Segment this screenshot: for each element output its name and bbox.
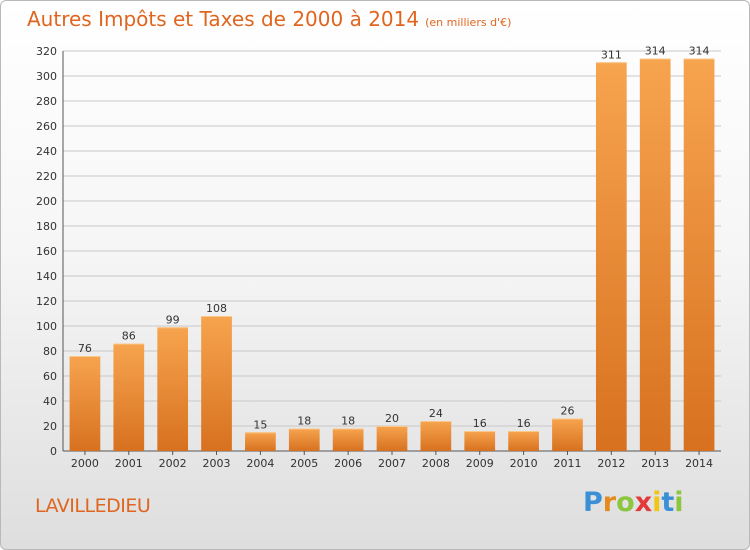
x-tick-label: 2000 (71, 457, 99, 470)
bar-value-label: 18 (297, 415, 311, 428)
x-tick-label: 2002 (159, 457, 187, 470)
y-tick-label: 20 (43, 420, 57, 433)
y-tick-label: 0 (50, 445, 57, 458)
chart-title-text: Autres Impôts et Taxes de 2000 à 2014 (27, 7, 420, 31)
bar (639, 58, 671, 451)
x-tick-label: 2007 (378, 457, 406, 470)
commune-name: LAVILLEDIEU (35, 495, 151, 517)
bar-value-label: 24 (429, 407, 443, 420)
logo-letter: r (602, 487, 617, 518)
logo-letter: t (661, 487, 675, 518)
bar-value-label: 16 (473, 417, 487, 430)
logo-letter: x (634, 487, 653, 518)
bar-value-label: 26 (560, 405, 574, 418)
logo-letter: o (616, 487, 635, 518)
x-tick-label: 2005 (290, 457, 318, 470)
y-tick-label: 60 (43, 370, 57, 383)
y-tick-label: 200 (36, 195, 57, 208)
y-tick-label: 240 (36, 145, 57, 158)
bar (464, 431, 496, 451)
y-tick-label: 320 (36, 45, 57, 58)
x-tick-label: 2011 (553, 457, 581, 470)
x-tick-label: 2013 (641, 457, 669, 470)
logo-letter: i (674, 487, 684, 518)
chart-title: Autres Impôts et Taxes de 2000 à 2014 (en… (27, 7, 511, 31)
y-tick-label: 260 (36, 120, 57, 133)
y-tick-label: 40 (43, 395, 57, 408)
bar (508, 431, 539, 451)
bar (683, 58, 715, 451)
y-tick-label: 220 (36, 170, 57, 183)
bar (595, 62, 627, 451)
bar (376, 426, 408, 451)
bar-value-label: 20 (385, 412, 399, 425)
bar (157, 327, 189, 451)
data-labels: 76 86 99 108 15 18 18 20 24 16 16 26 311 314 314 (78, 45, 710, 432)
bar-value-label: 76 (78, 342, 92, 355)
bar-value-label: 314 (689, 45, 710, 58)
bar-value-label: 311 (601, 48, 622, 61)
x-tick-label: 2014 (685, 457, 713, 470)
bar-value-label: 86 (122, 330, 136, 343)
x-tick-label: 2004 (246, 457, 274, 470)
logo-letter: P (583, 487, 603, 518)
y-tick-label: 280 (36, 95, 57, 108)
x-tick-label: 2009 (466, 457, 494, 470)
bar (420, 421, 452, 451)
logo-letter: i (652, 487, 662, 518)
bar-value-label: 15 (253, 418, 267, 431)
bar (69, 356, 101, 451)
y-tick-label: 140 (36, 270, 57, 283)
chart-unit: (en milliers d'€) (425, 16, 512, 29)
y-tick-label: 160 (36, 245, 57, 258)
bar-value-label: 108 (206, 302, 227, 315)
x-tick-label: 2008 (422, 457, 450, 470)
bar (332, 428, 364, 451)
bar-value-label: 18 (341, 415, 355, 428)
bars (69, 58, 715, 451)
bar (288, 428, 320, 451)
y-tick-label: 120 (36, 295, 57, 308)
bar (552, 418, 583, 451)
y-tick-label: 180 (36, 220, 57, 233)
y-tick-label: 300 (36, 70, 57, 83)
x-tick-label: 2003 (203, 457, 231, 470)
proxiti-logo: Proxiti (583, 487, 684, 518)
bar (113, 343, 145, 451)
bar-value-label: 99 (166, 313, 180, 326)
x-tick-label: 2001 (115, 457, 143, 470)
x-tick-label: 2012 (597, 457, 625, 470)
y-tick-label: 100 (36, 320, 57, 333)
bar (245, 432, 276, 451)
bar-value-label: 16 (517, 417, 531, 430)
x-tick-label: 2010 (510, 457, 538, 470)
bar-value-label: 314 (645, 45, 666, 58)
y-tick-label: 80 (43, 345, 57, 358)
x-tick-label: 2006 (334, 457, 362, 470)
bar (201, 316, 232, 451)
